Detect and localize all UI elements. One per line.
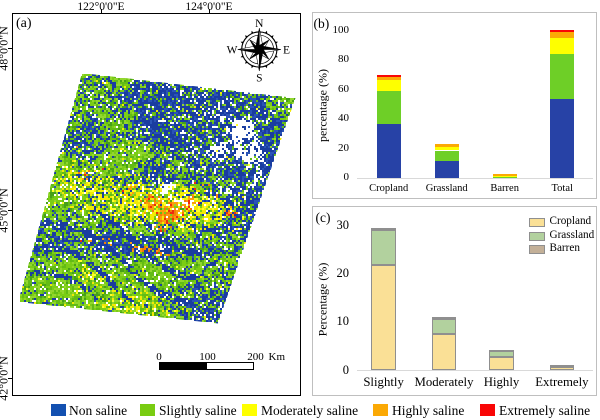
svg-text:S: S (256, 73, 262, 85)
svg-text:N: N (255, 18, 264, 30)
svg-text:E: E (283, 45, 290, 57)
svg-text:W: W (227, 45, 238, 57)
